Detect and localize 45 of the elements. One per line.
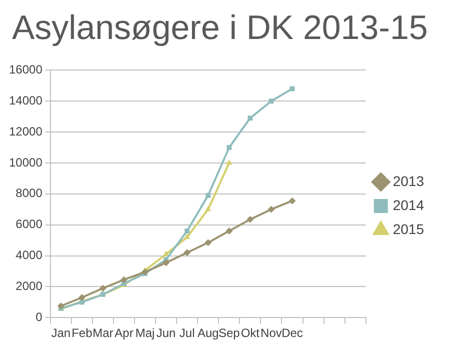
y-tick-label: 0 xyxy=(36,310,43,324)
point xyxy=(248,116,253,121)
point xyxy=(184,228,190,234)
point xyxy=(78,294,86,301)
y-tick-label: 2000 xyxy=(16,278,43,293)
point xyxy=(288,197,296,204)
y-tick-label: 16000 xyxy=(8,62,43,77)
point xyxy=(57,302,64,310)
point xyxy=(99,284,106,292)
point xyxy=(268,98,274,104)
y-tick-label: 8000 xyxy=(16,186,43,200)
x-tick-label: Maj xyxy=(135,326,155,340)
legend-label: 2013 xyxy=(392,172,424,189)
point xyxy=(226,145,232,150)
legend-label: 2015 xyxy=(392,220,424,237)
point xyxy=(204,239,212,246)
point xyxy=(162,259,170,266)
chart-title: Asylansøgere i DK 2013-15 xyxy=(11,8,429,49)
point xyxy=(184,249,191,256)
x-tick-label: Nov xyxy=(260,326,282,340)
y-tick-label: 4000 xyxy=(16,248,43,262)
point xyxy=(184,234,190,239)
x-tick-label: Aug xyxy=(197,326,219,340)
x-tick-label: Jul xyxy=(179,326,195,340)
point xyxy=(226,228,233,235)
point xyxy=(268,206,275,213)
x-tick-label: Jun xyxy=(156,326,176,340)
point xyxy=(205,206,212,212)
point xyxy=(120,276,128,284)
x-tick-label: Mar xyxy=(92,326,114,340)
legend-label: 2014 xyxy=(392,196,424,213)
x-tick-label: Apr xyxy=(114,326,134,340)
x-tick-label: Feb xyxy=(72,326,93,340)
point xyxy=(226,159,232,165)
point xyxy=(142,268,149,276)
x-tick-label: Sep xyxy=(218,326,240,340)
x-tick-label: Dec xyxy=(282,326,303,340)
x-tick-label: Jan xyxy=(51,326,71,340)
y-tick-label: 6000 xyxy=(16,217,43,232)
y-tick-label: 12000 xyxy=(8,124,43,138)
x-tick-label: Okt xyxy=(240,326,260,340)
y-tick-label: 10000 xyxy=(8,155,43,170)
point xyxy=(206,192,211,198)
point xyxy=(246,216,254,223)
y-tick-label: 14000 xyxy=(8,93,43,108)
